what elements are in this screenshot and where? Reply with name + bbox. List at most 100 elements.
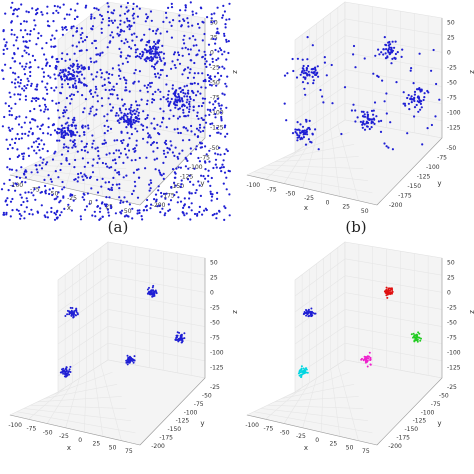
data-point xyxy=(75,27,79,30)
data-point xyxy=(66,313,69,316)
data-point xyxy=(73,142,77,145)
data-point xyxy=(188,191,191,194)
data-point xyxy=(302,367,305,370)
x-tick-label: -75 xyxy=(26,426,36,433)
data-point xyxy=(307,138,310,141)
data-point xyxy=(180,333,183,336)
data-point xyxy=(367,355,370,358)
data-point xyxy=(10,107,13,110)
data-point xyxy=(74,134,77,137)
grid-line xyxy=(107,258,206,276)
data-point xyxy=(27,147,30,150)
data-point xyxy=(201,72,204,75)
data-point xyxy=(66,82,70,86)
data-point xyxy=(39,156,42,159)
data-point xyxy=(132,118,135,122)
grid-line xyxy=(294,69,346,105)
data-point xyxy=(331,102,334,105)
grid-line xyxy=(51,371,113,396)
data-point xyxy=(4,200,7,203)
data-point xyxy=(419,90,422,93)
data-point xyxy=(61,127,65,130)
z-tick-label: 0 xyxy=(447,290,451,297)
data-point xyxy=(67,73,70,76)
data-point xyxy=(60,78,63,81)
data-point xyxy=(73,116,76,119)
data-point xyxy=(187,21,190,24)
data-point xyxy=(69,102,72,105)
data-point xyxy=(193,82,196,85)
data-point xyxy=(207,43,211,46)
data-point xyxy=(33,107,36,111)
data-point xyxy=(420,88,423,91)
data-point xyxy=(46,108,50,111)
data-point xyxy=(16,15,19,18)
data-point xyxy=(145,126,149,129)
data-point xyxy=(73,71,76,74)
data-point xyxy=(418,332,421,335)
data-point xyxy=(52,123,55,126)
data-point xyxy=(46,5,49,8)
data-point xyxy=(128,45,131,49)
data-point xyxy=(71,130,74,133)
data-point xyxy=(89,57,92,60)
data-point xyxy=(145,103,149,106)
data-point xyxy=(214,158,218,161)
data-point xyxy=(15,175,18,179)
grid-line xyxy=(28,387,66,420)
data-point xyxy=(157,88,160,91)
data-point xyxy=(42,132,45,135)
data-point xyxy=(91,146,94,149)
grid-line xyxy=(265,387,303,420)
data-point xyxy=(223,152,226,156)
data-point xyxy=(126,60,129,64)
data-point xyxy=(62,109,66,112)
data-point xyxy=(159,73,162,76)
data-point xyxy=(204,53,207,57)
data-point xyxy=(22,152,26,155)
data-point xyxy=(50,86,53,90)
data-point xyxy=(83,198,86,201)
data-point xyxy=(204,57,207,61)
grid-line xyxy=(344,85,443,105)
data-point xyxy=(177,131,180,135)
data-point xyxy=(70,314,73,317)
data-point xyxy=(321,95,324,98)
data-point xyxy=(109,109,113,112)
data-point xyxy=(91,105,94,108)
data-point xyxy=(21,65,24,68)
data-point xyxy=(111,93,114,96)
data-point xyxy=(55,102,58,105)
data-point xyxy=(94,39,97,42)
data-point xyxy=(367,118,370,121)
data-point xyxy=(195,12,198,15)
data-point xyxy=(189,59,192,62)
data-point xyxy=(129,109,132,112)
data-point xyxy=(57,176,60,179)
data-point xyxy=(33,28,36,31)
data-point xyxy=(46,132,50,135)
data-point xyxy=(373,122,376,125)
grid-line xyxy=(344,292,443,310)
data-point xyxy=(8,110,11,113)
data-point xyxy=(128,358,131,361)
data-point xyxy=(215,217,218,220)
data-point xyxy=(216,153,219,156)
data-point xyxy=(94,91,97,94)
data-point xyxy=(173,64,176,67)
data-point xyxy=(217,32,220,35)
data-point xyxy=(220,115,223,119)
data-point xyxy=(46,20,50,23)
data-point xyxy=(73,124,76,127)
data-point xyxy=(152,65,156,69)
data-point xyxy=(170,186,173,189)
data-point xyxy=(101,215,104,218)
axis-edge xyxy=(139,377,206,446)
data-point xyxy=(167,209,170,212)
data-point xyxy=(171,60,174,63)
data-point xyxy=(184,6,187,9)
data-point xyxy=(146,99,149,102)
data-point xyxy=(46,92,49,95)
data-point xyxy=(46,61,49,64)
data-point xyxy=(204,177,207,180)
